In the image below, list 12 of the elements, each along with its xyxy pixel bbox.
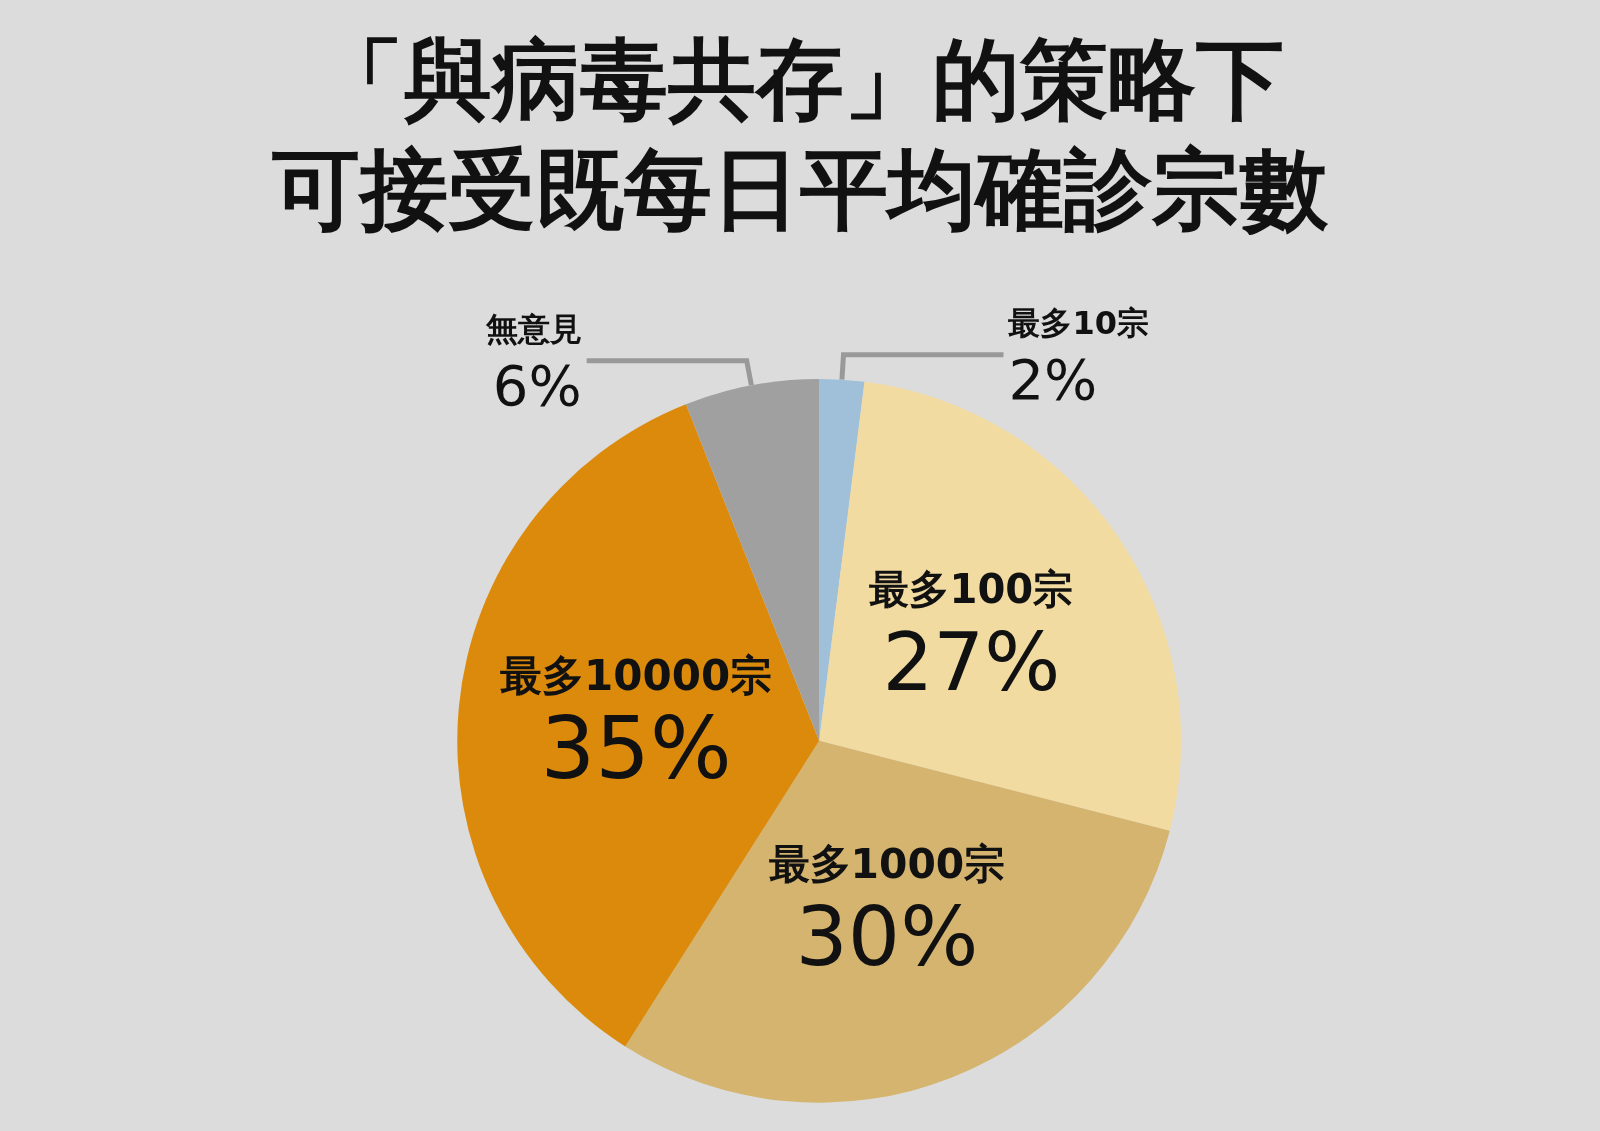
data-label: 6% [492,353,582,419]
slice-label: 最多10000宗 [499,650,773,700]
data-label: 2% [1008,347,1098,413]
chart-subtitle: 可接受既每日平均確診宗數 [271,137,1329,241]
data-label: 35% [540,698,732,799]
data-label: 27% [882,615,1061,709]
data-label: 30% [795,889,979,985]
slice-label: 最多10宗 [1008,303,1150,342]
slice-label: 最多1000宗 [768,839,1006,888]
chart-title: 「與病毒共存」的策略下 [316,27,1284,131]
slice-label: 無意見 [484,309,582,348]
slice-label: 最多100宗 [869,566,1074,613]
